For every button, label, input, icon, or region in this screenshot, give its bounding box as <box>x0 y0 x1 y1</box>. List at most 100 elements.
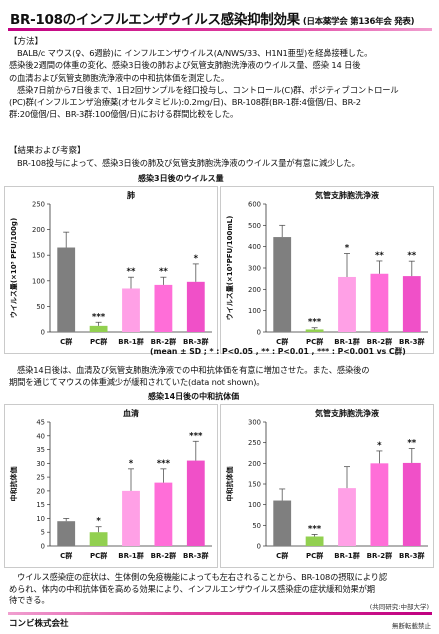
x-tick-label: BR-1群 <box>118 551 144 560</box>
conclusion-line: ウイルス感染症の症状は、生体側の免疫機能によっても左右されることから、BR-10… <box>17 572 387 582</box>
y-tick-label: 0 <box>41 543 45 551</box>
conclusion-line: められ、体内の中和抗体価を高める効果により、インフルエンザウイルス感染症の症状緩… <box>9 583 375 594</box>
x-tick-label: BR-2群 <box>367 551 393 560</box>
stats-note: (mean ± SD ; * : P<0.05 , ** : P<0.01 , … <box>150 347 406 356</box>
bar <box>122 490 140 546</box>
chart-balf-virus: 気管支肺胞洗浄液 0 100 200 300 400 500 600 ウイルス量(×10⁵PFU… <box>220 186 434 354</box>
chart-title: 肺 <box>127 190 135 200</box>
bar <box>186 460 205 546</box>
significance-label: ** <box>159 267 168 277</box>
methods-paragraph: BALB/c マウス(♀、6週齢)に インフルエンザウイルス(A/NWS/33、… <box>9 47 433 121</box>
y-tick-label: 45 <box>36 419 45 427</box>
x-tick-label: BR-3群 <box>399 551 425 560</box>
y-tick-label: 50 <box>36 303 45 311</box>
methods-line: (PC)群(インフルエンザ治療薬(オセルタミビル):0.2mg/日)、BR-10… <box>9 97 361 108</box>
x-tick-label: BR-3群 <box>183 551 209 560</box>
y-tick-label: 200 <box>248 460 261 468</box>
chart-frame <box>4 404 218 568</box>
x-tick-label: BR-1群 <box>334 337 360 346</box>
footer-divider <box>8 612 432 615</box>
collaboration-note: (共同研究:中部大学) <box>369 603 429 611</box>
y-tick-label: 300 <box>248 419 261 427</box>
y-tick-label: 150 <box>32 252 45 260</box>
company-name: コンビ株式会社 <box>9 619 69 629</box>
chart-title: 血清 <box>123 408 139 418</box>
y-tick-label: 100 <box>32 277 45 285</box>
y-tick-label: 20 <box>36 487 45 495</box>
y-tick-label: 0 <box>257 543 261 551</box>
y-tick-label: 40 <box>36 432 45 440</box>
significance-label: *** <box>308 318 322 328</box>
methods-line: 感染後2週間の体重の変化、感染3日後の肺および気管支肺胞洗浄液のウイルス量、感染… <box>9 60 361 71</box>
y-tick-label: 500 <box>248 222 261 230</box>
y-tick-label: 250 <box>32 201 45 209</box>
results-p2-line: 期間を通じてマウスの体重減少が緩和されていた(data not shown)。 <box>9 377 265 388</box>
y-tick-label: 100 <box>248 501 261 509</box>
bar <box>186 281 205 332</box>
significance-label: *** <box>308 524 322 534</box>
conclusion-line: 待できる。 <box>9 595 50 605</box>
x-tick-label: BR-3群 <box>183 337 209 346</box>
significance-label: * <box>377 441 382 451</box>
x-tick-label: BR-2群 <box>367 337 393 346</box>
x-tick-label: C群 <box>276 337 288 346</box>
x-tick-label: PC群 <box>306 551 323 560</box>
methods-line: 感染7日前から7日後まで、1日2回サンプルを経口投与し、コントロール(C)群、ポ… <box>17 84 399 95</box>
bar <box>370 273 389 332</box>
bar <box>370 463 389 546</box>
y-tick-label: 5 <box>41 529 45 537</box>
bar <box>305 536 324 546</box>
y-tick-label: 150 <box>248 481 261 489</box>
x-tick-label: PC群 <box>306 337 323 346</box>
y-tick-label: 30 <box>36 460 45 468</box>
x-tick-label: C群 <box>60 337 72 346</box>
y-axis-label: ウイルス量(×10⁵PFU/100mL) <box>225 216 234 321</box>
x-tick-label: BR-3群 <box>399 337 425 346</box>
significance-label: ** <box>407 251 416 261</box>
significance-label: ** <box>407 438 416 448</box>
x-tick-label: BR-2群 <box>151 551 177 560</box>
y-tick-label: 50 <box>252 522 261 530</box>
y-axis-label: ウイルス量(×10⁵ PFU/100g) <box>9 218 18 318</box>
bar <box>89 532 108 546</box>
y-tick-label: 300 <box>248 265 261 273</box>
significance-label: * <box>129 459 134 469</box>
bar <box>89 325 108 332</box>
bar <box>273 237 292 332</box>
virus-chart-heading: 感染3日後のウイルス量 <box>138 174 224 183</box>
y-tick-label: 25 <box>36 474 45 482</box>
page-title: BR-108のインフルエンザウイルス感染抑制効果 (日本薬学会 第136年会 発表… <box>10 12 415 28</box>
bar <box>338 276 356 332</box>
y-axis-label: 中和抗体価 <box>225 467 234 502</box>
y-axis-label: 中和抗体価 <box>9 467 18 502</box>
chart-frame <box>220 404 434 568</box>
y-tick-label: 400 <box>248 243 261 251</box>
y-tick-label: 600 <box>248 201 261 209</box>
x-tick-label: C群 <box>60 551 72 560</box>
y-tick-label: 35 <box>36 446 45 454</box>
chart-serum-antibody: 血清 0 5 10 15 20 25 30 35 40 45 中和抗体価 C群 * PC群 * BR-1群 ***… <box>4 404 218 568</box>
significance-label: * <box>194 254 199 264</box>
methods-line: 群:20億個/日、BR-3群:100億個/日)における群間比較をした。 <box>9 109 239 120</box>
chart-title: 気管支肺胞洗浄液 <box>315 408 379 418</box>
bar <box>402 462 421 546</box>
title-underline <box>8 28 432 31</box>
results-line: BR-108投与によって、感染3日後の肺及び気管支肺胞洗浄液のウイルス量が有意に… <box>9 157 433 169</box>
significance-label: * <box>345 243 350 253</box>
bar <box>57 247 76 332</box>
copyright-note: 無断転載禁止 <box>392 622 431 630</box>
conclusion-paragraph: ウイルス感染症の症状は、生体側の免疫機能によっても左右されることから、BR-10… <box>9 572 433 607</box>
methods-line: BALB/c マウス(♀、6週齢)に インフルエンザウイルス(A/NWS/33、… <box>17 48 373 58</box>
y-tick-label: 0 <box>257 329 261 337</box>
results-paragraph-2: 感染14日後は、血清及び気管支肺胞洗浄液での中和抗体価を有意に増加させた。また、… <box>9 364 433 389</box>
significance-label: *** <box>92 312 106 322</box>
page-subtitle: (日本薬学会 第136年会 発表) <box>302 17 415 27</box>
x-tick-label: C群 <box>276 551 288 560</box>
results-p2-line: 感染14日後は、血清及び気管支肺胞洗浄液での中和抗体価を有意に増加させた。また、… <box>17 365 370 375</box>
x-tick-label: BR-1群 <box>118 337 144 346</box>
y-tick-label: 0 <box>41 329 45 337</box>
results-text: BR-108投与によって、感染3日後の肺及び気管支肺胞洗浄液のウイルス量が有意に… <box>17 158 360 168</box>
x-tick-label: BR-2群 <box>151 337 177 346</box>
y-tick-label: 200 <box>32 226 45 234</box>
